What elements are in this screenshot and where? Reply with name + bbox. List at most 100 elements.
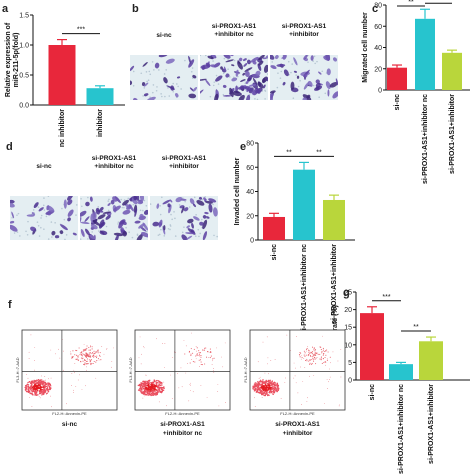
cell [137,200,144,205]
cell [314,85,323,91]
cell [130,80,133,86]
cell [223,95,232,97]
cell [244,70,250,78]
panel-label-b: b [132,3,139,15]
cell [202,219,208,230]
plot-frame [134,329,231,411]
cell [181,234,188,240]
cell [138,223,146,229]
cell [113,232,124,237]
cell [302,94,312,100]
cell [326,68,331,76]
cell [229,55,234,57]
cell [136,234,143,240]
cell [207,55,214,60]
cell [225,73,230,78]
significance-label: *** [77,27,85,34]
cell [274,55,279,60]
chart-e: 0 20 40 60 80 Invaded cell number si-nc si-PROX… [234,141,355,334]
bar-1 [360,313,384,380]
cell [202,215,207,219]
flow-group-label: si-PROX1-AS1 [160,421,205,428]
cell [154,62,160,69]
cell [245,94,251,100]
cell [252,60,257,65]
cell [105,215,111,220]
cell [303,82,310,90]
cell [213,207,218,217]
cell [204,200,213,204]
y-tick-label: 0.5 [19,73,29,80]
cell [231,64,235,67]
cell [181,206,185,214]
significance-label: ** [413,324,419,331]
image-header: +inhibitor nc [214,31,254,38]
y-tick-label: 0 [348,378,352,385]
cell [204,211,209,215]
cell [133,97,138,100]
cell [183,207,189,212]
cell [99,206,104,211]
cell [293,70,297,73]
cell [92,218,98,222]
cell [204,198,207,202]
cell [163,77,168,84]
cell [67,199,73,206]
cell [163,225,166,231]
cell [146,96,156,100]
y-tick-label: 1.5 [19,13,29,20]
significance-label: *** [382,294,390,301]
cell [51,230,56,236]
cell [325,81,331,90]
cell [176,76,181,79]
chart-a: 0.0 0.5 1.0 1.5 Relative expression of miR-21… [5,13,125,147]
chart-c: 0 20 40 60 80 Migrated cell number si-nc si-PRO… [362,0,470,184]
flow-x-label: FL2-H::Annexin-PE [52,411,87,416]
y-axis-label: Relative expression of [5,22,12,97]
cell [31,212,36,216]
cell [293,57,298,66]
y-tick-label: 20 [374,66,382,73]
cell [332,91,338,99]
cell [112,196,118,202]
cell [199,221,204,226]
x-tick-label: si-nc [271,244,278,260]
cell [323,55,331,61]
cell [47,211,52,216]
cell [167,203,171,208]
cell [235,69,239,77]
flow-y-label: FL3-H::7-AAD [243,357,248,382]
cell [283,69,289,77]
cell [189,198,195,205]
cell [225,59,234,63]
cell [128,204,134,212]
cell [318,71,322,75]
cell [265,55,268,59]
y-tick-label: 60 [246,165,254,172]
cell [158,219,163,228]
significance-label: ** [316,149,322,156]
cell [63,199,67,209]
x-tick-label: si-PROX1-AS1+inhibitor [449,94,456,174]
y-tick-label: 20 [344,307,352,314]
stained-cell-image [130,55,198,100]
cell [238,57,243,62]
cell [214,93,219,100]
cell [143,209,148,215]
cell [10,224,18,232]
cell [223,66,227,72]
cell [89,196,93,202]
cell [169,199,173,203]
cell [188,93,197,99]
plot-frame [249,329,346,411]
y-tick-label: 15 [344,325,352,332]
bar-1 [263,216,285,240]
cell [282,81,286,86]
cell [270,90,276,94]
cell [192,74,197,79]
x-tick-label: nc inhibitor [59,109,66,147]
image-header: si-nc [156,32,172,39]
cell [84,216,90,222]
